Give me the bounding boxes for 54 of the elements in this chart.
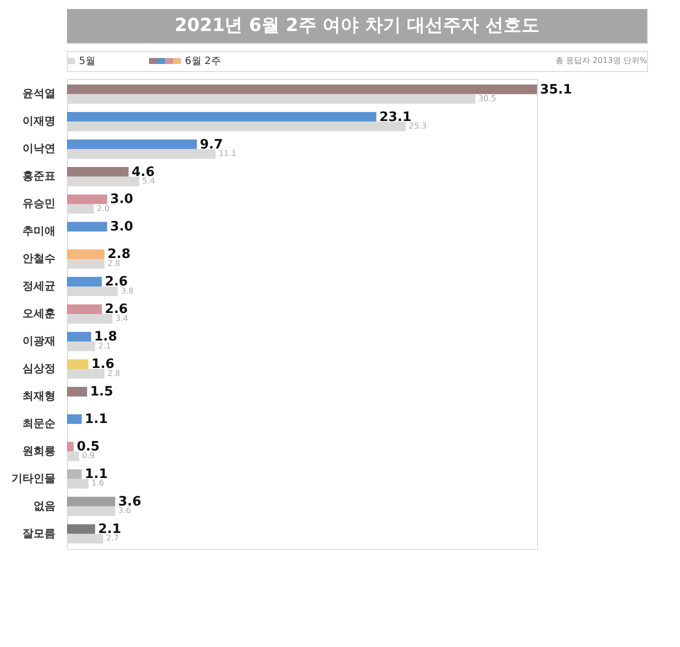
bar (67, 332, 92, 342)
y-tick-label: 원희룡 (22, 444, 56, 458)
data-label: 3.4 (116, 314, 128, 323)
y-tick-label: 없음 (34, 499, 56, 512)
text: 총 응답자 2013명 단위% (555, 56, 648, 65)
y-tick-label: 심상정 (22, 362, 56, 375)
y-tick-label: 최재형 (22, 389, 56, 402)
y-tick-label: 최문순 (22, 416, 56, 430)
data-label: 25.3 (408, 121, 427, 130)
data-label: 1.1 (84, 412, 108, 428)
legend-label: 5월 (79, 56, 96, 67)
y-tick-label: 추미애 (22, 224, 56, 238)
data-label: 2.8 (107, 368, 120, 378)
data-label: 2.8 (107, 258, 120, 268)
y-tick-label: 잘모름 (22, 526, 56, 540)
bar (67, 359, 88, 369)
data-label: 2.1 (98, 341, 111, 350)
data-label: 5.4 (142, 176, 156, 186)
y-tick-label: 유승민 (22, 197, 56, 210)
data-label: 3.0 (110, 220, 134, 235)
data-label: 2.7 (106, 534, 119, 543)
bar (67, 249, 104, 260)
y-tick-label: 홍준표 (22, 170, 56, 183)
data-label: 35.1 (540, 82, 572, 98)
bar (67, 222, 108, 232)
y-tick-label: 안철수 (22, 252, 56, 266)
bar (67, 524, 96, 534)
bar (67, 469, 82, 479)
chart-title: 2021년 6월 2주 여야 차기 대선주자 선호도 (174, 15, 540, 36)
bar (67, 139, 197, 150)
data-label: 23.1 (379, 110, 412, 125)
y-tick-label: 이낙연 (22, 142, 56, 156)
data-label: 30.5 (478, 94, 496, 103)
bar (67, 386, 88, 396)
legend-label: 6월 2주 (185, 56, 221, 67)
bar (67, 414, 82, 424)
bar (67, 194, 108, 204)
y-tick-label: 윤석열 (22, 87, 56, 100)
data-label: 3.8 (120, 286, 134, 296)
data-label: 1.5 (90, 384, 114, 400)
y-tick-label: 기타인물 (12, 472, 56, 485)
y-tick-label: 정세균 (22, 280, 56, 293)
data-label: 3.0 (110, 192, 134, 208)
bar (67, 276, 102, 287)
data-label: 2.0 (96, 204, 110, 213)
y-tick-label: 이광재 (22, 334, 56, 348)
y-tick-label: 이재명 (22, 114, 56, 128)
bar (67, 496, 116, 506)
bar (67, 442, 74, 452)
bar (67, 112, 376, 122)
bar (67, 166, 129, 177)
y-tick-label: 오세훈 (22, 307, 56, 320)
bar (67, 84, 537, 94)
bar (67, 304, 102, 314)
